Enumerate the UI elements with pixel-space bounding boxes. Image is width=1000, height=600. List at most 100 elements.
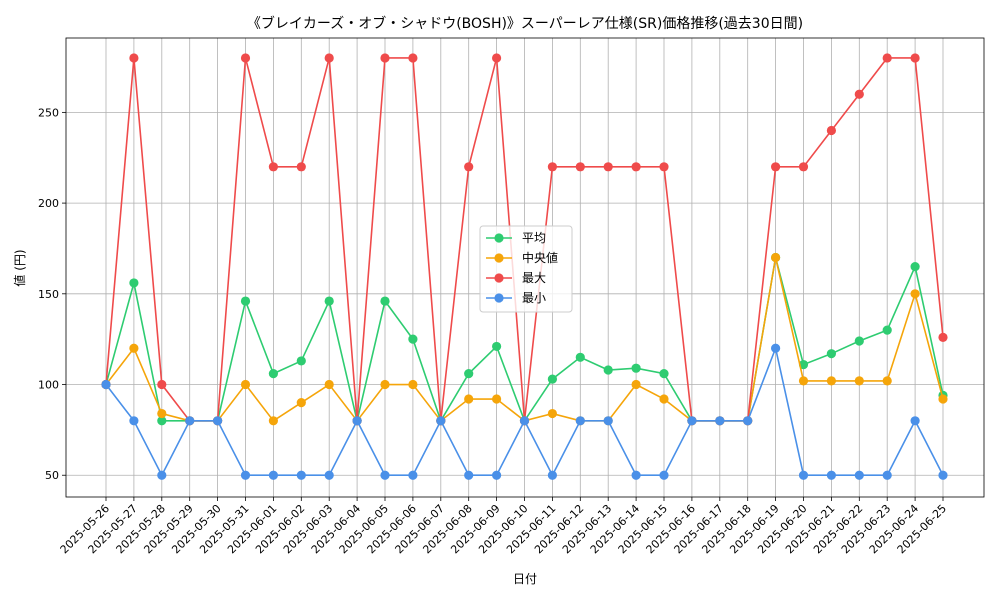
data-point bbox=[798, 162, 809, 172]
data-point bbox=[798, 359, 809, 370]
data-point bbox=[854, 336, 864, 346]
data-point bbox=[492, 53, 502, 63]
data-point bbox=[910, 53, 920, 63]
data-point bbox=[938, 394, 948, 404]
data-point bbox=[268, 470, 278, 480]
data-point bbox=[296, 356, 306, 366]
data-point bbox=[659, 470, 669, 480]
data-point bbox=[882, 470, 892, 480]
data-point bbox=[659, 394, 669, 404]
data-point bbox=[492, 394, 502, 404]
data-point bbox=[854, 470, 864, 480]
series-layer bbox=[101, 53, 948, 480]
data-point bbox=[408, 53, 418, 63]
data-point bbox=[854, 376, 864, 386]
data-point bbox=[157, 470, 167, 480]
legend-swatch-marker bbox=[494, 293, 504, 303]
legend-label: 最大 bbox=[522, 271, 546, 285]
data-point bbox=[798, 376, 809, 386]
data-point bbox=[240, 53, 251, 63]
data-point bbox=[743, 416, 753, 426]
data-point bbox=[771, 343, 781, 353]
chart-title: 《ブレイカーズ・オブ・シャドウ(BOSH)》スーパーレア仕様(SR)価格推移(過… bbox=[247, 15, 803, 32]
data-point bbox=[547, 408, 558, 419]
data-point bbox=[408, 334, 418, 344]
data-point bbox=[938, 332, 948, 342]
data-point bbox=[519, 416, 530, 426]
data-point bbox=[408, 379, 418, 390]
data-point bbox=[240, 470, 251, 480]
data-point bbox=[687, 416, 697, 426]
data-point bbox=[213, 416, 223, 426]
data-point bbox=[185, 416, 195, 426]
data-point bbox=[129, 343, 139, 353]
data-point bbox=[771, 162, 781, 172]
data-point bbox=[882, 376, 892, 386]
data-point bbox=[826, 376, 837, 386]
data-point bbox=[240, 296, 251, 306]
y-tick-label: 50 bbox=[45, 469, 59, 482]
data-point bbox=[296, 398, 306, 408]
legend-label: 平均 bbox=[522, 231, 546, 245]
data-point bbox=[436, 416, 446, 426]
data-point bbox=[380, 296, 390, 306]
data-point bbox=[157, 416, 167, 426]
data-point bbox=[631, 470, 641, 480]
data-point bbox=[631, 363, 641, 373]
data-point bbox=[352, 416, 362, 426]
legend-box bbox=[479, 225, 573, 313]
y-tick-label: 100 bbox=[38, 379, 59, 392]
data-point bbox=[603, 365, 613, 375]
data-point bbox=[575, 416, 585, 426]
data-point bbox=[910, 416, 920, 426]
data-point bbox=[715, 416, 725, 426]
y-axis: 50 100 150 200 250 bbox=[38, 106, 66, 482]
data-point bbox=[268, 416, 278, 426]
data-point bbox=[380, 379, 390, 390]
data-point bbox=[659, 162, 669, 172]
data-point bbox=[854, 89, 864, 99]
data-point bbox=[603, 162, 613, 172]
legend-swatch-marker bbox=[494, 253, 504, 263]
y-tick-label: 150 bbox=[38, 288, 59, 301]
data-point bbox=[296, 162, 306, 172]
data-point bbox=[826, 349, 837, 359]
data-point bbox=[826, 125, 837, 136]
data-point bbox=[575, 162, 585, 172]
legend-label: 中央値 bbox=[522, 250, 558, 265]
data-point bbox=[910, 289, 920, 299]
data-point bbox=[882, 325, 892, 335]
data-point bbox=[492, 470, 502, 480]
data-point bbox=[157, 379, 167, 390]
data-point bbox=[659, 369, 669, 379]
data-point bbox=[240, 379, 251, 390]
x-axis-label: 日付 bbox=[513, 572, 537, 586]
data-point bbox=[603, 416, 613, 426]
legend-swatch-marker bbox=[494, 233, 504, 243]
data-point bbox=[157, 408, 167, 419]
data-point bbox=[464, 470, 474, 480]
data-point bbox=[910, 261, 920, 272]
x-axis: 2025-05-262025-05-272025-05-282025-05-29… bbox=[58, 497, 949, 556]
data-point bbox=[575, 352, 585, 362]
data-point bbox=[324, 296, 334, 306]
data-point bbox=[324, 379, 334, 390]
data-point bbox=[324, 53, 334, 63]
data-point bbox=[826, 470, 837, 480]
data-point bbox=[268, 162, 278, 172]
data-point bbox=[464, 162, 474, 172]
data-point bbox=[547, 470, 558, 480]
data-point bbox=[771, 252, 781, 263]
legend-label: 最小 bbox=[522, 291, 546, 305]
data-point bbox=[129, 278, 139, 288]
data-point bbox=[296, 470, 306, 480]
data-point bbox=[938, 470, 948, 480]
data-point bbox=[631, 162, 641, 172]
y-axis-label: 値 (円) bbox=[12, 249, 27, 286]
data-point bbox=[129, 53, 139, 63]
data-point bbox=[101, 379, 111, 390]
data-point bbox=[547, 374, 558, 384]
data-point bbox=[464, 394, 474, 404]
